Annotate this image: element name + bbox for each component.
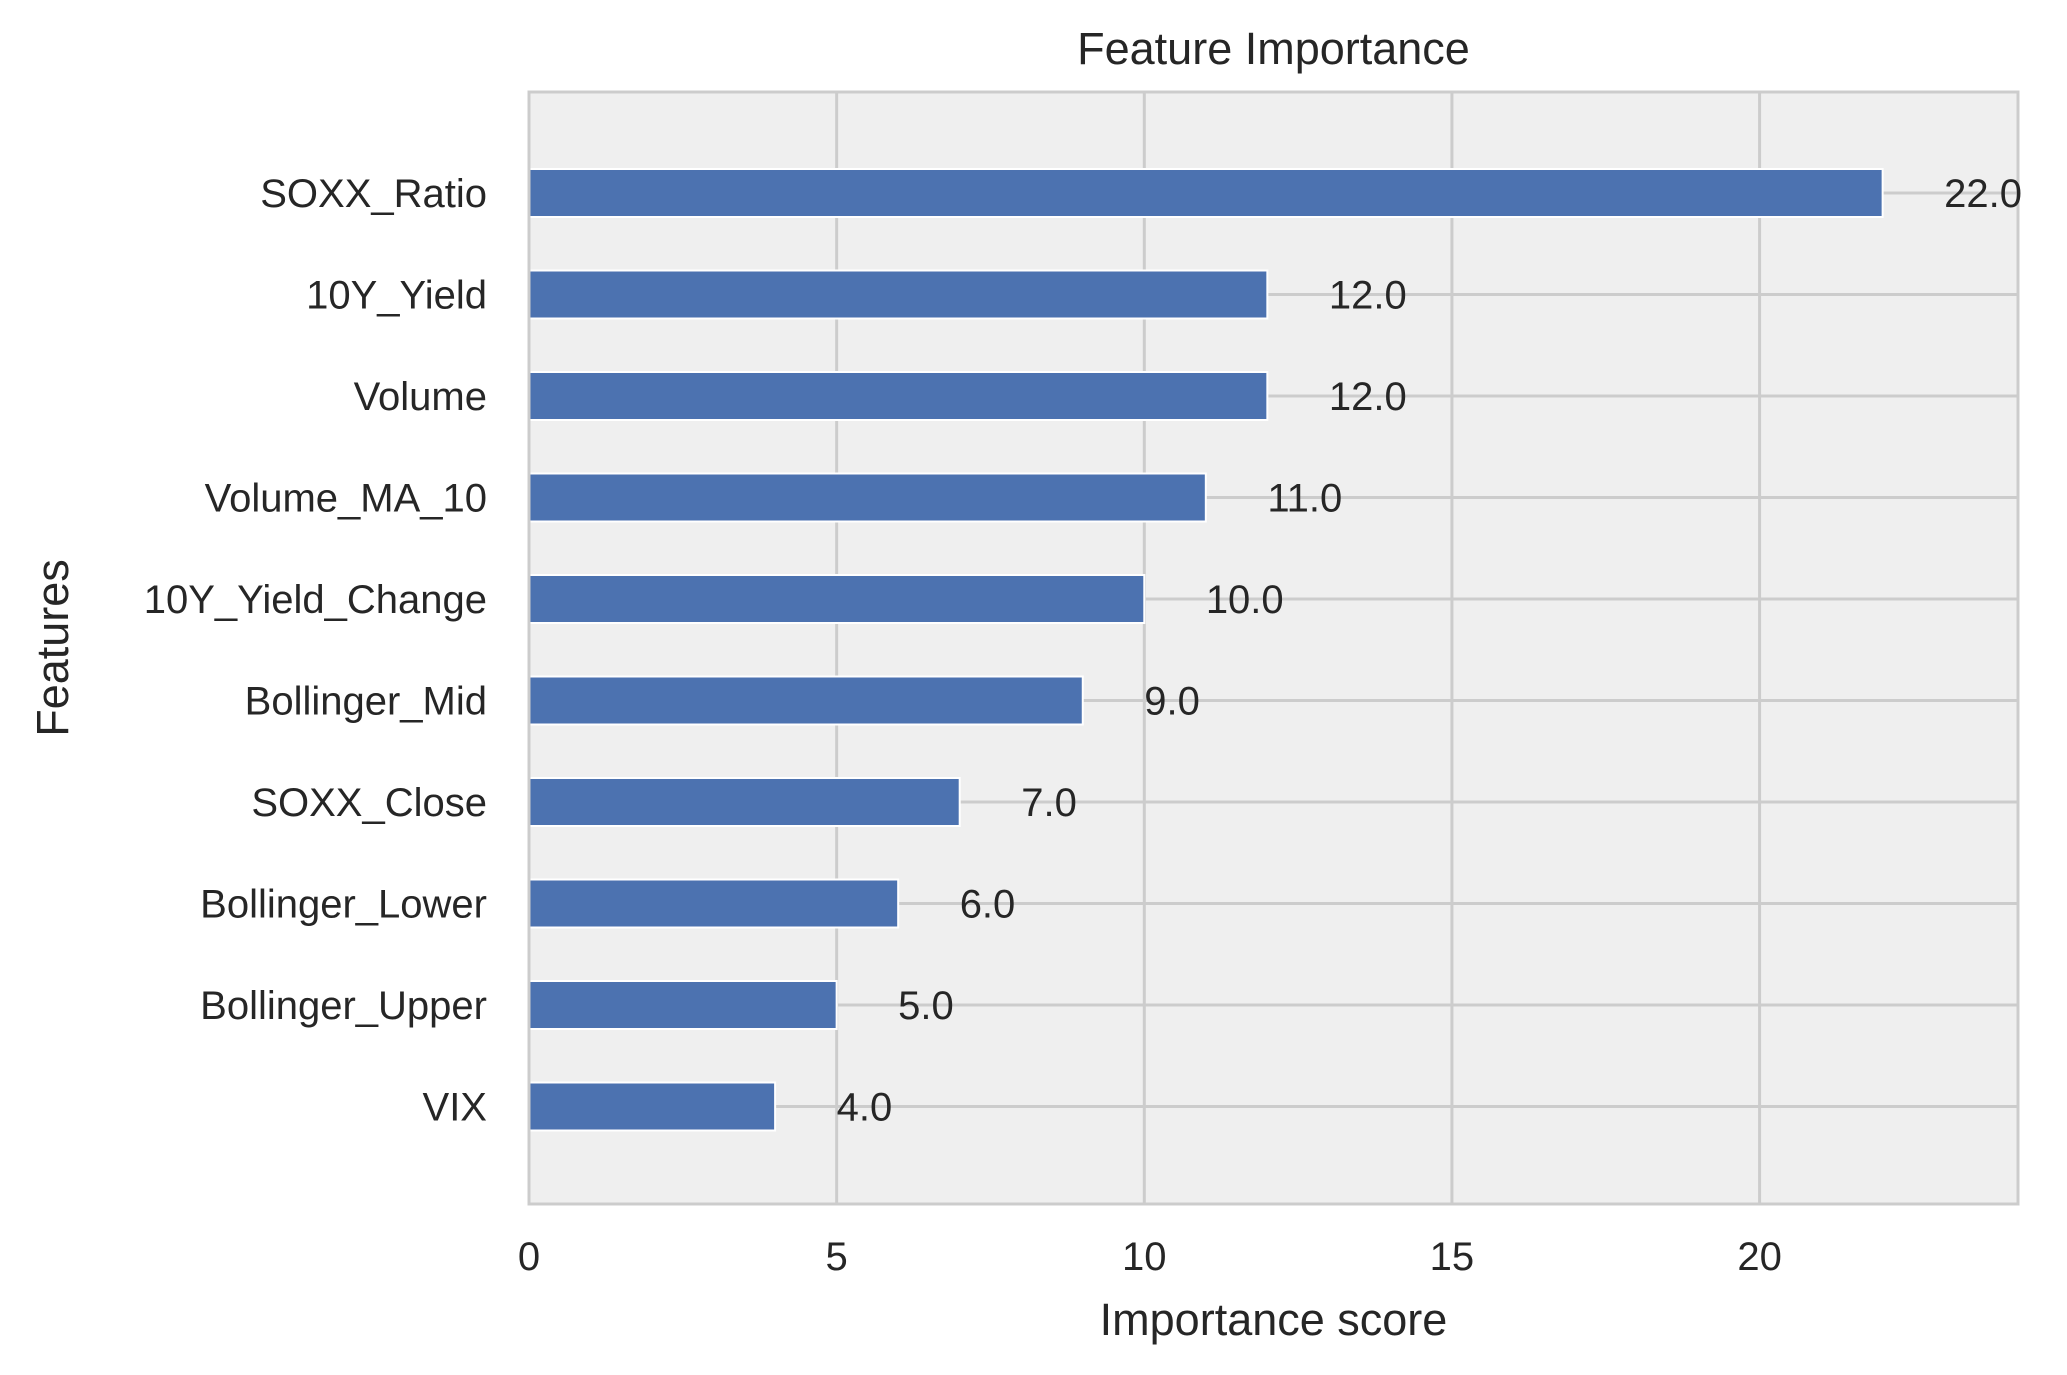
value-label: 4.0	[837, 1086, 893, 1130]
category-label: Bollinger_Lower	[200, 883, 487, 927]
y-axis-categories: SOXX_Ratio 10Y_Yield Volume Volume_MA_10 10Y…	[144, 172, 487, 1130]
value-label: 9.0	[1144, 680, 1200, 724]
category-label: Bollinger_Upper	[200, 984, 487, 1028]
category-label: Volume	[354, 375, 487, 419]
x-tick-label: 5	[826, 1235, 848, 1279]
value-label: 10.0	[1206, 578, 1284, 622]
bars	[528, 168, 1884, 1132]
category-label: Bollinger_Mid	[245, 680, 487, 724]
category-label: 10Y_Yield	[306, 274, 487, 318]
chart-title: Feature Importance	[1077, 23, 1470, 74]
x-tick-label: 20	[1737, 1235, 1782, 1279]
category-label: SOXX_Ratio	[260, 172, 487, 216]
value-label: 6.0	[960, 883, 1016, 927]
x-tick-label: 15	[1430, 1235, 1475, 1279]
bar-vix	[528, 1081, 777, 1132]
bar-soxx-ratio	[528, 168, 1884, 218]
value-label: 22.0	[1944, 172, 2022, 216]
bar-volume	[528, 371, 1269, 421]
bar-volume-ma-10	[528, 472, 1207, 523]
value-label: 12.0	[1329, 375, 1407, 419]
plot-frame	[527, 90, 2020, 1206]
bar-bollinger-upper	[528, 980, 838, 1030]
category-label: VIX	[423, 1086, 487, 1130]
bar-bollinger-mid	[528, 675, 1084, 726]
bar-10y-yield	[528, 269, 1269, 320]
x-axis-ticks: 0 5 10 15 20	[518, 1235, 1782, 1279]
value-label: 7.0	[1021, 781, 1077, 825]
y-axis-label: Features	[27, 559, 78, 737]
value-labels: 22.0 12.0 12.0 11.0 10.0 9.0 7.0 6.0 5.0 4.0	[837, 172, 2022, 1130]
value-label: 11.0	[1267, 477, 1342, 521]
bar-soxx-close	[528, 777, 961, 827]
category-label: SOXX_Close	[251, 781, 487, 825]
value-label: 5.0	[898, 984, 954, 1028]
bar-10y-yield-change	[528, 574, 1146, 624]
category-label: 10Y_Yield_Change	[144, 578, 487, 622]
bar-bollinger-lower	[528, 878, 900, 929]
plot-area	[529, 92, 2018, 1204]
x-tick-label: 0	[518, 1235, 540, 1279]
category-label: Volume_MA_10	[205, 477, 487, 521]
x-tick-label: 10	[1122, 1235, 1167, 1279]
value-label: 12.0	[1329, 274, 1407, 318]
x-axis-label: Importance score	[1100, 1294, 1448, 1345]
